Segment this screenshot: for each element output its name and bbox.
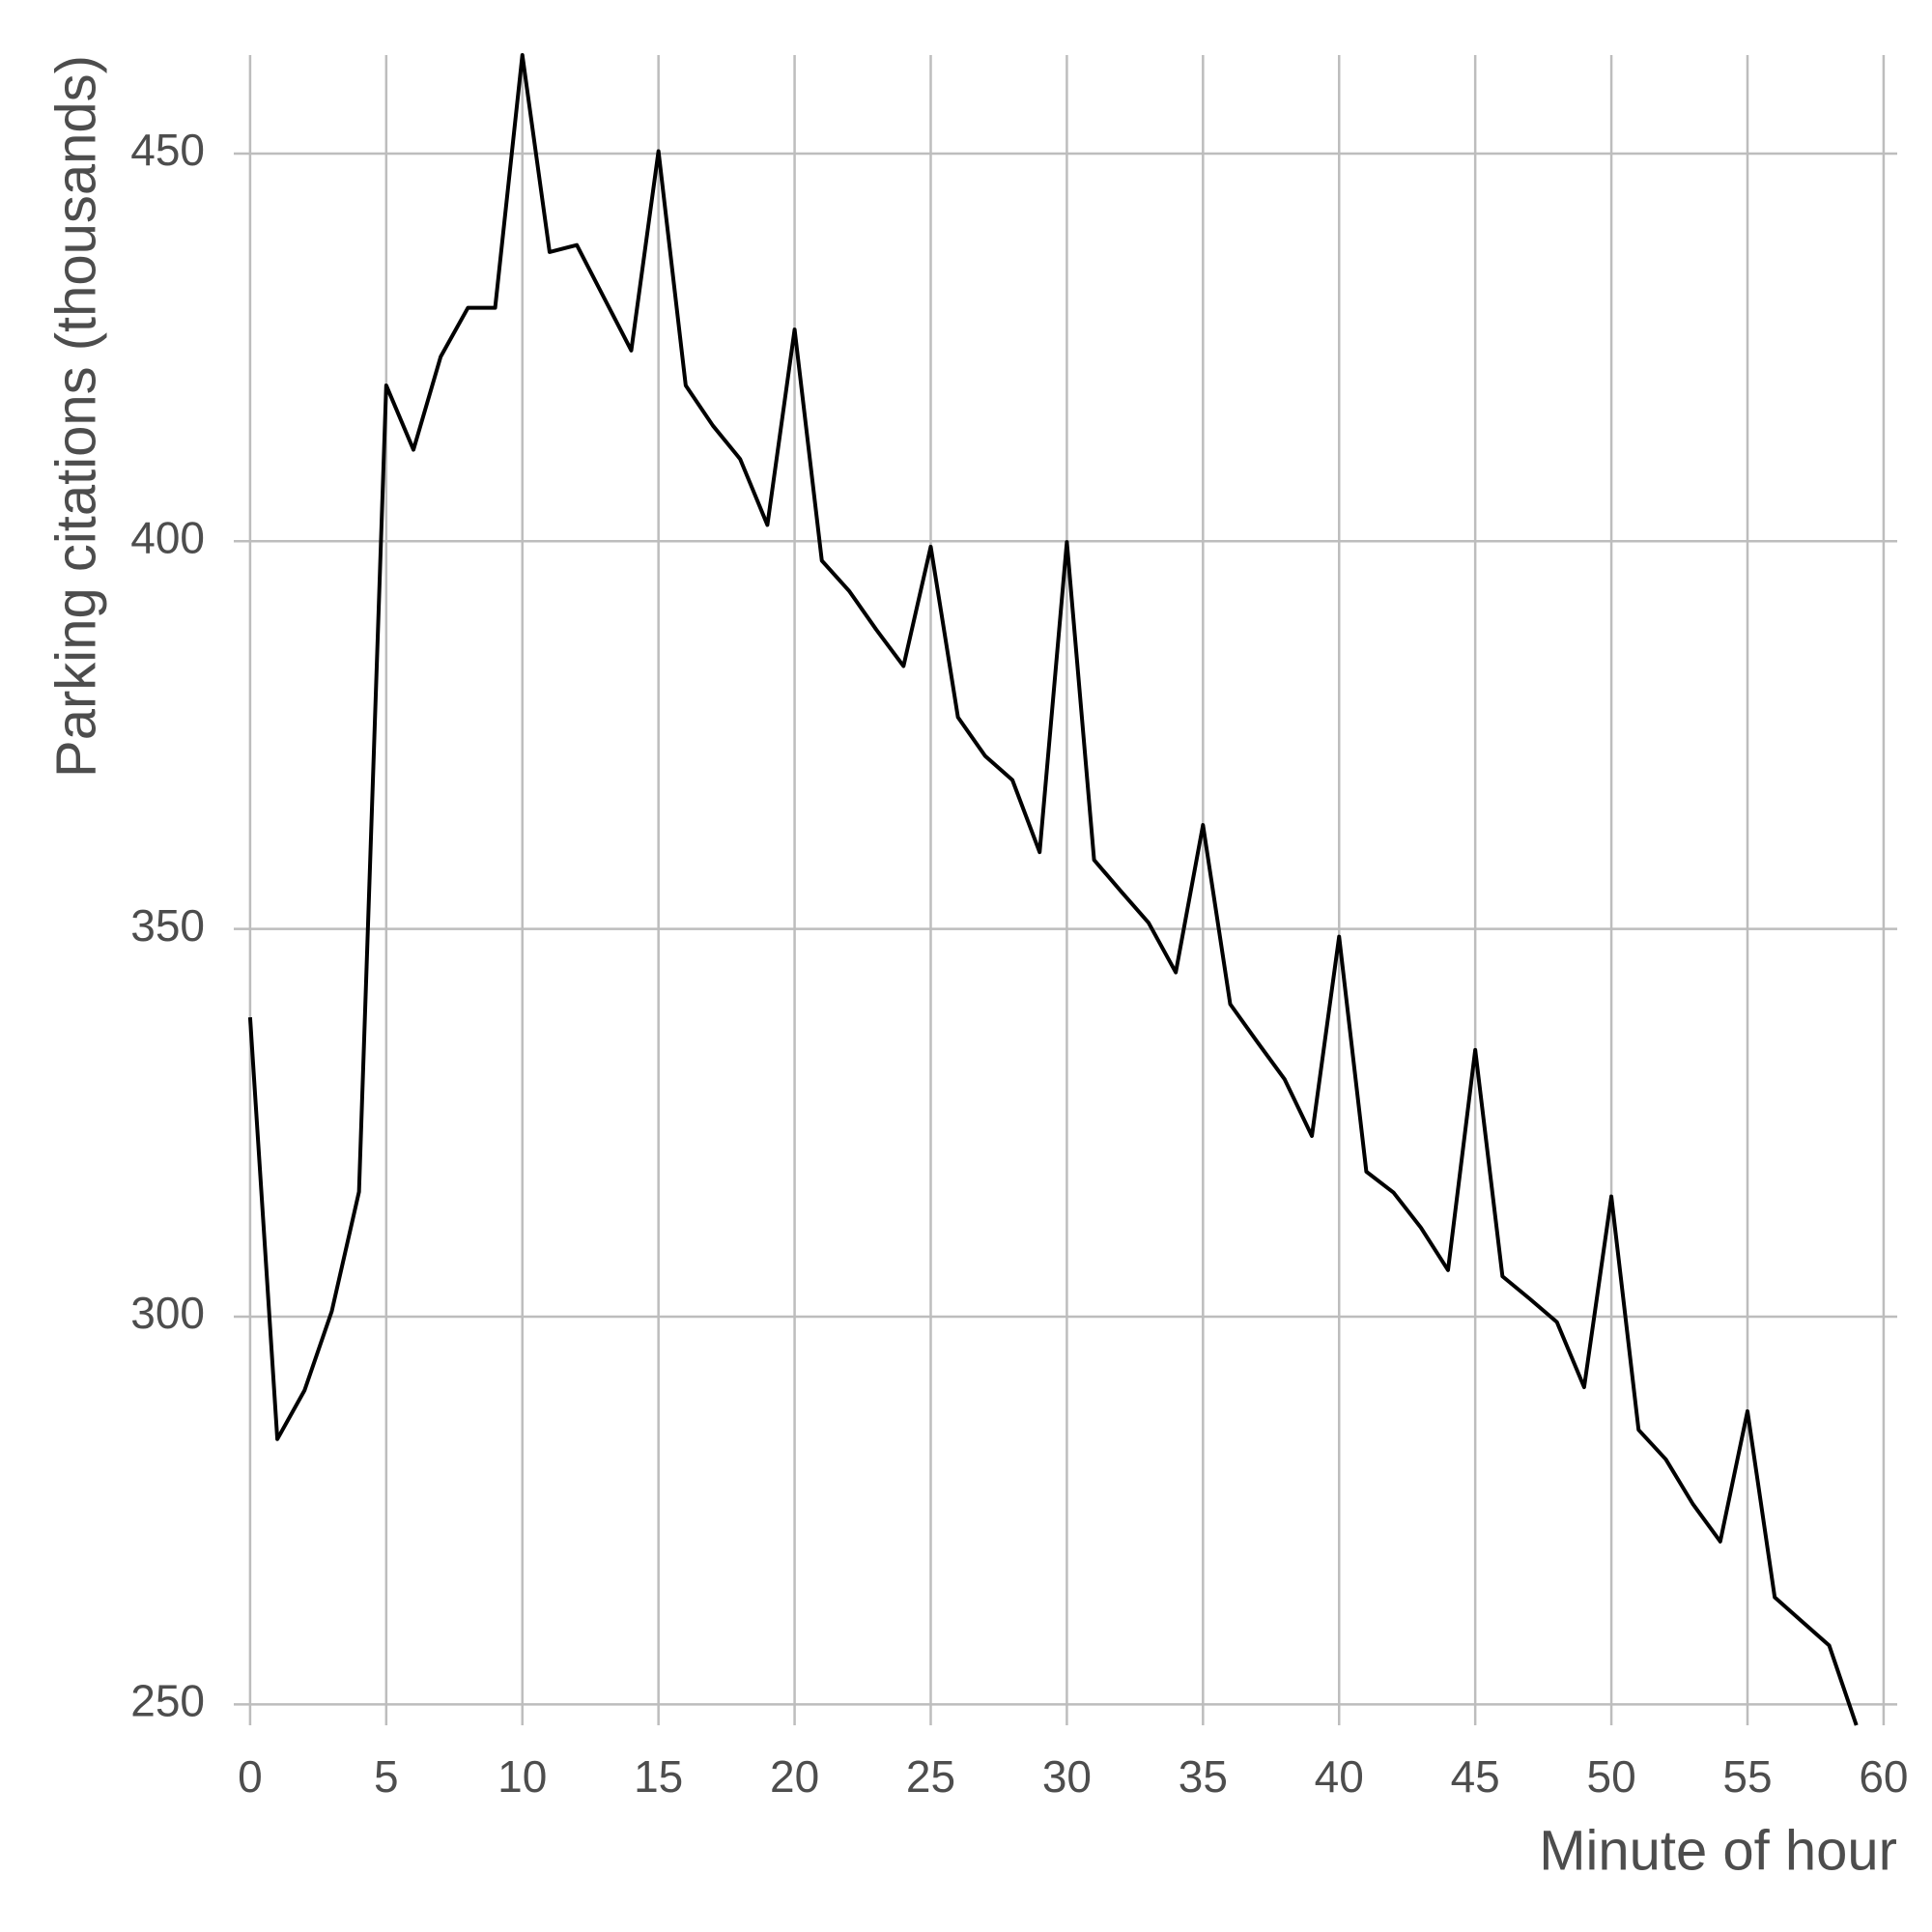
x-tick-label: 35: [1179, 1751, 1228, 1802]
y-tick-label: 450: [130, 125, 205, 175]
y-tick-label: 350: [130, 900, 205, 951]
x-tick-label: 30: [1042, 1751, 1092, 1802]
x-tick-label: 50: [1586, 1751, 1635, 1802]
x-tick-label: 20: [770, 1751, 819, 1802]
x-tick-label: 10: [497, 1751, 547, 1802]
x-tick-label: 15: [634, 1751, 683, 1802]
x-tick-label: 0: [238, 1751, 263, 1802]
x-tick-label: 40: [1315, 1751, 1364, 1802]
y-tick-label: 400: [130, 512, 205, 562]
y-tick-label: 300: [130, 1288, 205, 1338]
x-tick-label: 55: [1722, 1751, 1772, 1802]
x-tick-label: 60: [1859, 1751, 1908, 1802]
data-line: [247, 53, 1859, 1726]
x-tick-label: 45: [1451, 1751, 1500, 1802]
x-tick-label: 25: [906, 1751, 955, 1802]
y-axis-title: Parking citations (thousands): [44, 55, 107, 778]
x-tick-label: 5: [374, 1751, 399, 1802]
x-axis-title: Minute of hour: [1539, 1819, 1897, 1882]
y-tick-label: 250: [130, 1675, 205, 1725]
